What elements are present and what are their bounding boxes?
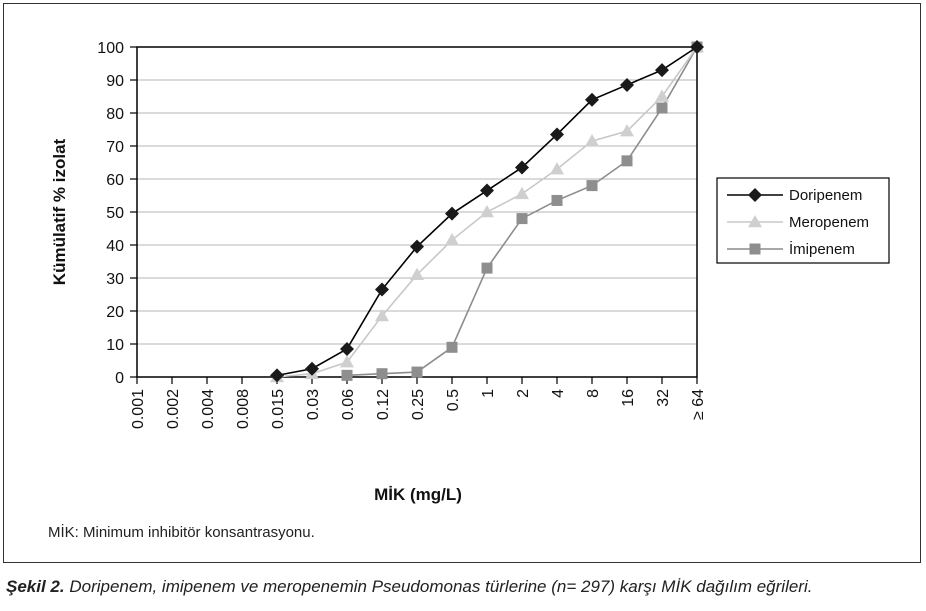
x-tick-label: 0.03 bbox=[305, 389, 322, 420]
data-point bbox=[411, 366, 423, 378]
x-tick-label: 16 bbox=[620, 389, 637, 407]
data-point bbox=[516, 213, 528, 225]
legend-label: Meropenem bbox=[789, 214, 869, 231]
y-tick-label: 70 bbox=[106, 139, 124, 156]
data-point bbox=[690, 40, 704, 54]
y-tick-label: 90 bbox=[106, 73, 124, 90]
y-tick-label: 60 bbox=[106, 172, 124, 189]
data-point bbox=[621, 155, 633, 167]
x-tick-label: 0.12 bbox=[375, 389, 392, 420]
x-tick-label: 4 bbox=[550, 389, 567, 398]
x-tick-label: 8 bbox=[585, 389, 602, 398]
x-tick-label: 1 bbox=[480, 389, 497, 398]
figure-caption: Şekil 2. Doripenem, imipenem ve meropene… bbox=[6, 577, 812, 597]
series-doripenem bbox=[270, 40, 704, 383]
legend-label: İmipenem bbox=[789, 240, 855, 258]
y-axis-ticks: 0 10 20 30 40 50 60 70 80 90 100 bbox=[97, 40, 137, 387]
y-tick-label: 100 bbox=[97, 40, 124, 57]
x-tick-label: 2 bbox=[515, 389, 532, 398]
data-point bbox=[656, 102, 668, 114]
data-point bbox=[480, 205, 494, 218]
y-tick-label: 30 bbox=[106, 271, 124, 288]
data-point bbox=[410, 239, 424, 254]
y-tick-label: 0 bbox=[115, 370, 124, 387]
y-tick-label: 50 bbox=[106, 205, 124, 222]
data-point bbox=[655, 63, 669, 78]
data-point bbox=[620, 77, 634, 92]
data-point bbox=[445, 206, 459, 221]
series-meropenem bbox=[270, 40, 704, 383]
footnote: MİK: Minimum inhibitör konsantrasyonu. bbox=[48, 524, 315, 541]
y-axis-title: Kümülatif % izolat bbox=[50, 138, 69, 285]
legend-label: Doripenem bbox=[789, 187, 862, 204]
data-point bbox=[341, 369, 353, 381]
y-tick-label: 20 bbox=[106, 304, 124, 321]
data-point bbox=[481, 262, 493, 274]
data-point bbox=[446, 341, 458, 353]
series-line bbox=[346, 46, 698, 377]
data-point bbox=[585, 134, 599, 147]
data-point bbox=[515, 160, 529, 175]
legend-marker bbox=[748, 188, 762, 202]
x-axis-ticks: 0.001 0.002 0.004 0.008 0.015 0.03 0.06 0.12 0.2… bbox=[130, 377, 707, 429]
data-point bbox=[551, 194, 563, 206]
x-tick-label: 0.002 bbox=[165, 389, 182, 429]
data-point bbox=[410, 267, 424, 280]
x-tick-label: 0.25 bbox=[410, 389, 427, 420]
x-tick-label: ≥ 64 bbox=[690, 389, 707, 420]
data-point bbox=[340, 341, 354, 356]
legend-marker bbox=[749, 243, 761, 255]
y-tick-label: 80 bbox=[106, 106, 124, 123]
data-point bbox=[445, 233, 459, 246]
x-axis-title: MİK (mg/L) bbox=[374, 485, 462, 504]
data-point bbox=[515, 186, 529, 200]
x-tick-label: 0.008 bbox=[235, 389, 252, 429]
x-tick-label: 32 bbox=[655, 389, 672, 407]
data-point bbox=[305, 361, 319, 376]
data-point bbox=[655, 89, 669, 102]
y-tick-label: 40 bbox=[106, 238, 124, 255]
data-point bbox=[375, 282, 389, 297]
x-tick-label: 0.001 bbox=[130, 389, 147, 429]
x-tick-label: 0.004 bbox=[200, 389, 217, 429]
data-point bbox=[550, 127, 564, 142]
data-point bbox=[480, 183, 494, 198]
data-point bbox=[376, 368, 388, 380]
caption-label: Şekil 2. bbox=[6, 577, 65, 596]
data-point bbox=[620, 124, 634, 137]
x-tick-label: 0.5 bbox=[445, 389, 462, 411]
data-point bbox=[586, 180, 598, 192]
data-point bbox=[550, 162, 564, 175]
figure-frame bbox=[3, 3, 921, 563]
x-tick-label: 0.015 bbox=[270, 389, 287, 429]
data-point bbox=[585, 92, 599, 107]
data-point bbox=[340, 355, 354, 368]
legend-marker bbox=[748, 215, 762, 228]
data-point bbox=[270, 368, 284, 383]
chart-series bbox=[270, 40, 704, 383]
chart-legend: Doripenem Meropenem İmipenem bbox=[716, 177, 890, 264]
data-point bbox=[375, 308, 389, 322]
series-i̇mipenem bbox=[341, 41, 703, 381]
caption-text: Doripenem, imipenem ve meropenemin Pseud… bbox=[64, 577, 813, 596]
y-tick-label: 10 bbox=[106, 337, 124, 354]
x-tick-label: 0.06 bbox=[340, 389, 357, 420]
